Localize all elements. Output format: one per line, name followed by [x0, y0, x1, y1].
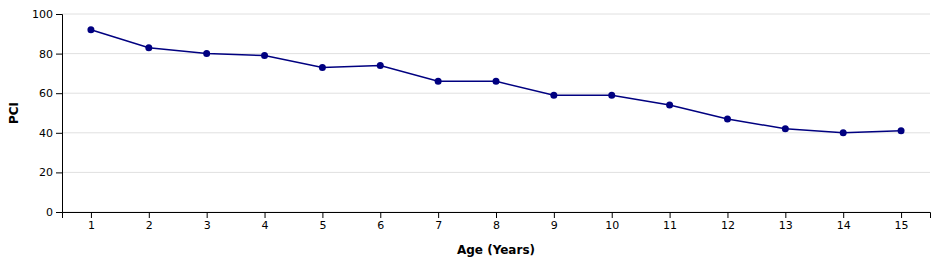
plot: 123456789101112131415020406080100 [32, 8, 931, 232]
y-tick: 60 [39, 87, 62, 100]
grid-line [62, 53, 930, 54]
x-tick-mark [91, 212, 92, 218]
x-tick-mark [207, 212, 208, 218]
point [377, 62, 384, 69]
x-tick-label: 6 [377, 219, 384, 232]
x-tick-mark [727, 212, 728, 218]
x-axis-line [63, 213, 931, 219]
x-tick: 6 [377, 212, 384, 232]
x-tick-label: 3 [204, 219, 211, 232]
x-tick: 1 [88, 212, 95, 232]
point [261, 52, 268, 59]
y-axis-line [56, 15, 63, 213]
point [550, 92, 557, 99]
x-tick: 10 [605, 212, 619, 232]
point [782, 125, 789, 132]
x-tick: 2 [146, 212, 153, 232]
grid-line [62, 132, 930, 133]
grid [62, 14, 930, 212]
y-tick-mark [56, 93, 62, 94]
x-tick-label: 9 [551, 219, 558, 232]
x-tick-mark [496, 212, 497, 218]
x-tick-mark [265, 212, 266, 218]
y-axis-title: PCI [7, 102, 21, 124]
x-tick-label: 8 [493, 219, 500, 232]
y-tick: 20 [39, 166, 62, 179]
x-tick-mark [149, 212, 150, 218]
y-tick-mark [56, 133, 62, 134]
y-tick-label: 0 [46, 206, 53, 219]
x-tick: 8 [493, 212, 500, 232]
y-tick-label: 20 [39, 166, 53, 179]
y-tick-mark [56, 212, 62, 213]
y-tick-label: 60 [39, 87, 53, 100]
x-tick: 11 [663, 212, 677, 232]
x-tick-label: 2 [146, 219, 153, 232]
x-tick-mark [670, 212, 671, 218]
x-tick-label: 13 [779, 219, 793, 232]
point [724, 115, 731, 122]
y-tick: 0 [46, 206, 62, 219]
y-tick-label: 80 [39, 48, 53, 61]
grid-line [62, 93, 930, 94]
point [87, 26, 94, 33]
point [608, 92, 615, 99]
x-axis: 123456789101112131415 [63, 212, 931, 232]
x-tick-mark [438, 212, 439, 218]
x-tick: 12 [721, 212, 735, 232]
x-tick-label: 14 [837, 219, 851, 232]
y-tick-mark [56, 14, 62, 15]
x-tick-mark [785, 212, 786, 218]
x-tick: 13 [779, 212, 793, 232]
x-tick-label: 15 [895, 219, 909, 232]
point [898, 127, 905, 134]
x-tick: 5 [319, 212, 326, 232]
y-tick: 40 [39, 127, 62, 140]
y-tick-label: 100 [32, 8, 53, 21]
x-tick-label: 7 [435, 219, 442, 232]
x-tick-mark [554, 212, 555, 218]
x-tick: 3 [204, 212, 211, 232]
x-tick-mark [843, 212, 844, 218]
point [319, 64, 326, 71]
x-tick-mark [612, 212, 613, 218]
y-tick-mark [56, 54, 62, 55]
point [493, 78, 500, 85]
y-tick-label: 40 [39, 127, 53, 140]
grid-line [62, 14, 930, 15]
x-tick-label: 11 [663, 219, 677, 232]
x-tick-mark [322, 212, 323, 218]
x-tick-label: 10 [605, 219, 619, 232]
x-tick-label: 5 [319, 219, 326, 232]
point [145, 44, 152, 51]
y-tick: 80 [39, 48, 62, 61]
x-tick: 14 [837, 212, 851, 232]
x-tick-label: 1 [88, 219, 95, 232]
point [203, 50, 210, 57]
point [435, 78, 442, 85]
grid-line [62, 172, 930, 173]
x-axis-title: Age (Years) [457, 243, 535, 257]
chart: 123456789101112131415020406080100Age (Ye… [0, 0, 952, 264]
x-tick: 7 [435, 212, 442, 232]
x-tick: 9 [551, 212, 558, 232]
y-tick: 100 [32, 8, 62, 21]
x-tick-mark [380, 212, 381, 218]
line [91, 30, 901, 133]
x-tick: 4 [262, 212, 269, 232]
x-tick-label: 12 [721, 219, 735, 232]
x-tick-label: 4 [262, 219, 269, 232]
x-tick: 15 [895, 212, 909, 232]
marks [87, 26, 904, 136]
point [840, 129, 847, 136]
x-tick-mark [901, 212, 902, 218]
y-axis: 0 20 40 60 80 100 [32, 8, 63, 219]
point [666, 102, 673, 109]
y-tick-mark [56, 172, 62, 173]
